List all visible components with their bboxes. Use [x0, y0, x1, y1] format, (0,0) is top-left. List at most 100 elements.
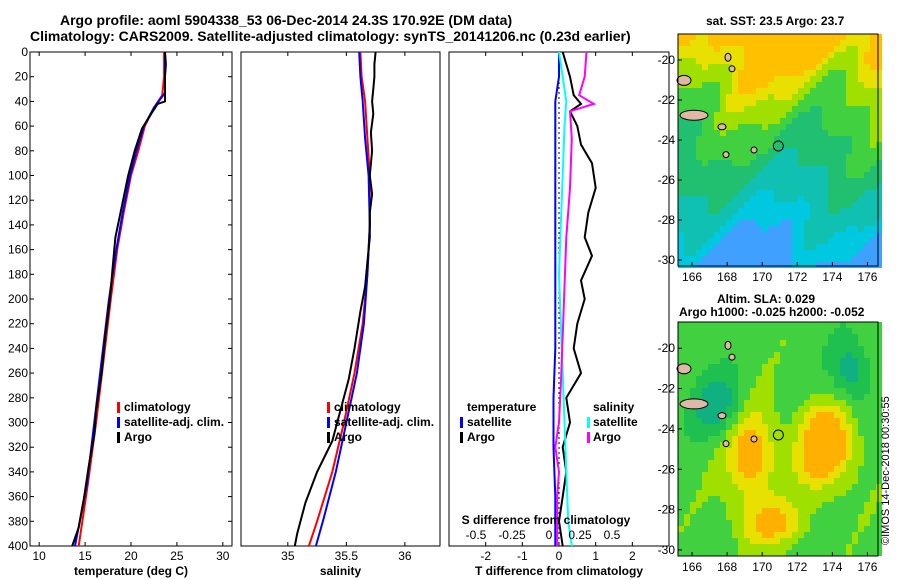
- legend-swatch: [587, 432, 590, 443]
- salinity-diff-tick-label: 0.25: [568, 528, 592, 542]
- map-x-tick-label: 174: [822, 560, 842, 574]
- sla-map-title: Altim. SLA: 0.029: [717, 292, 816, 306]
- map-x-tick-label: 176: [857, 270, 877, 284]
- x-axis-label: T difference from climatology: [475, 564, 643, 578]
- x-axis-label: temperature (deg C): [74, 564, 188, 578]
- island-shape: [724, 52, 732, 62]
- map-x-tick-label: 168: [717, 560, 737, 574]
- y-tick-label: 360: [8, 490, 28, 504]
- map-x-tick-label: 172: [787, 270, 807, 284]
- y-tick-label: 180: [8, 267, 28, 281]
- legend-swatch: [117, 432, 120, 443]
- legend-title-salinity: salinity: [593, 400, 635, 414]
- legend-swatch: [460, 432, 463, 443]
- map-y-tick-label: -24: [658, 133, 676, 147]
- sst-map-title: sat. SST: 23.5 Argo: 23.7: [706, 14, 845, 28]
- island-shape: [750, 146, 758, 154]
- island-shape: [676, 363, 692, 375]
- argo-position-marker: [772, 140, 784, 152]
- y-tick-label: 220: [8, 317, 28, 331]
- x-tick-label: 20: [124, 549, 138, 563]
- legend-label: satellite: [467, 415, 512, 429]
- x-tick-label: 36: [398, 549, 412, 563]
- salinity-diff-tick-label: -0.5: [466, 528, 487, 542]
- salinity-diff-tick-label: 0: [546, 528, 553, 542]
- map-y-tick-label: -20: [658, 53, 676, 67]
- island-shape: [676, 74, 692, 86]
- map-y-tick-label: -30: [658, 543, 676, 557]
- map-y-tick-label: -24: [658, 422, 676, 436]
- map-frame: [677, 33, 879, 267]
- map-y-tick-label: -26: [658, 462, 676, 476]
- y-tick-label: 120: [8, 193, 28, 207]
- x-tick-label: 35: [281, 549, 295, 563]
- legend-label: Argo: [593, 430, 621, 444]
- island-shape: [724, 340, 732, 350]
- x-tick-label: -1: [517, 549, 528, 563]
- series-line-salinity-satellite: [557, 51, 573, 547]
- y-tick-label: 320: [8, 440, 28, 454]
- map-y-tick-label: -22: [658, 93, 676, 107]
- y-tick-label: 200: [8, 292, 28, 306]
- legend-label: Argo: [124, 430, 152, 444]
- map-x-tick-label: 176: [857, 560, 877, 574]
- legend-label: Argo: [334, 430, 362, 444]
- y-tick-label: 80: [15, 144, 29, 158]
- y-tick-label: 140: [8, 218, 28, 232]
- y-tick-label: 40: [15, 94, 29, 108]
- legend-swatch: [460, 417, 463, 428]
- x-tick-label: 15: [78, 549, 92, 563]
- legend-label: climatology: [334, 400, 401, 414]
- x-tick-label: 2: [629, 549, 636, 563]
- map-frame: [677, 321, 879, 557]
- y-tick-label: 100: [8, 169, 28, 183]
- map-y-tick-label: -22: [658, 382, 676, 396]
- map-y-tick-label: -20: [658, 341, 676, 355]
- map-x-tick-label: 168: [717, 270, 737, 284]
- island-shape: [717, 412, 727, 420]
- map-x-tick-label: 172: [787, 560, 807, 574]
- salinity-diff-tick-label: 0.5: [604, 528, 621, 542]
- map-x-tick-label: 166: [682, 560, 702, 574]
- y-tick-label: 240: [8, 341, 28, 355]
- x-tick-label: 10: [33, 549, 47, 563]
- y-tick-label: 60: [15, 119, 29, 133]
- island-shape: [717, 123, 727, 131]
- legend-label: climatology: [124, 400, 191, 414]
- legend-swatch: [587, 417, 590, 428]
- x-tick-label: 0: [556, 549, 563, 563]
- x-tick-label: 25: [170, 549, 184, 563]
- x-tick-label: 30: [216, 549, 230, 563]
- island-shape: [722, 151, 730, 159]
- argo-position-marker: [772, 429, 784, 441]
- x-axis-label: salinity: [320, 564, 362, 578]
- island-shape: [728, 353, 736, 361]
- legend-swatch: [327, 402, 330, 413]
- legend-swatch: [117, 417, 120, 428]
- y-tick-label: 340: [8, 465, 28, 479]
- map-x-tick-label: 170: [752, 270, 772, 284]
- island-shape: [750, 435, 758, 443]
- y-tick-label: 160: [8, 243, 28, 257]
- map-y-tick-label: -28: [658, 213, 676, 227]
- y-tick-label: 300: [8, 416, 28, 430]
- map-y-tick-label: -30: [658, 253, 676, 267]
- island-shape: [679, 109, 709, 121]
- salinity-diff-axis-label: S difference from climatology: [462, 513, 631, 527]
- sla-map-subtitle: Argo h1000: -0.025 h2000: -0.052: [679, 305, 865, 319]
- legend-swatch: [327, 432, 330, 443]
- y-tick-label: 260: [8, 366, 28, 380]
- page-subtitle: Climatology: CARS2009. Satellite-adjuste…: [30, 28, 631, 44]
- legend-label: satellite-adj. clim.: [124, 415, 224, 429]
- series-line-temperature-satellite: [552, 52, 560, 546]
- plot-frame-1: [240, 51, 441, 547]
- page-title: Argo profile: aoml 5904338_53 06-Dec-201…: [60, 12, 513, 28]
- plot-frame-0: [29, 51, 233, 547]
- legend-swatch: [117, 402, 120, 413]
- series-line-satellite-adj-clim-: [314, 51, 371, 547]
- map-x-tick-label: 170: [752, 560, 772, 574]
- map-x-tick-label: 166: [682, 270, 702, 284]
- map-x-tick-label: 174: [822, 270, 842, 284]
- legend-label: satellite: [593, 415, 638, 429]
